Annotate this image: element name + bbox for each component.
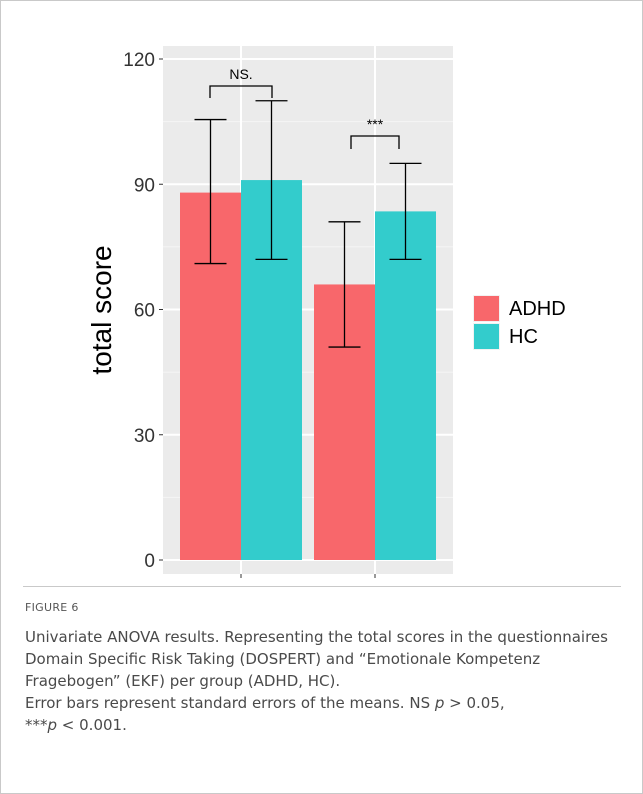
significance-bracket [209, 85, 273, 98]
figure-label: FIGURE 6 [25, 601, 79, 614]
caption-p-symbol-2: p [47, 716, 58, 734]
caption-text-2: Error bars represent standard errors of … [25, 692, 625, 736]
caption-divider [23, 586, 621, 587]
y-axis-title: total score [86, 245, 117, 374]
caption-text-1: Univariate ANOVA results. Representing t… [25, 628, 608, 690]
significance-bracket [350, 135, 400, 149]
figure-caption: Univariate ANOVA results. Representing t… [25, 626, 625, 736]
legend-swatch-hc [474, 324, 499, 349]
legend-label-adhd: ADHD [509, 298, 566, 320]
y-tick-label: 90 [134, 175, 155, 196]
legend-swatch-adhd [474, 296, 499, 321]
bar-hc-ekf [375, 211, 436, 560]
caption-p-symbol-1: p [434, 694, 445, 712]
legend-label-hc: HC [509, 326, 538, 348]
y-tick-label: 120 [123, 50, 155, 71]
caption-stars: *** [25, 716, 48, 734]
caption-text-2a: Error bars represent standard errors of … [25, 694, 435, 712]
significance-label: *** [367, 116, 384, 132]
caption-gt: > 0.05, [444, 694, 505, 712]
y-tick-label: 0 [144, 551, 155, 572]
significance-label: NS. [229, 66, 252, 82]
y-tick-label: 60 [134, 301, 155, 322]
y-tick-label: 30 [134, 426, 155, 447]
caption-lt: < 0.001. [57, 716, 127, 734]
